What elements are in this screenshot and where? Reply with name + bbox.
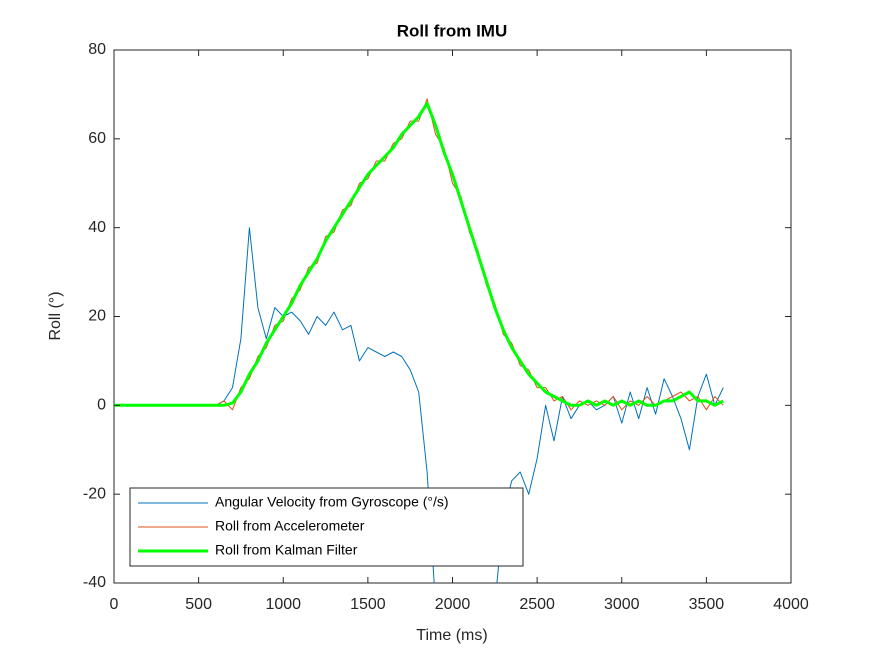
x-tick-label: 1000 [265, 596, 301, 613]
lines [114, 98, 724, 583]
x-tick-label: 2500 [519, 596, 555, 613]
y-tick-label: -20 [83, 485, 106, 502]
chart-title: Roll from IMU [397, 21, 508, 40]
x-tick-label: 500 [185, 596, 212, 613]
y-tick-label: 40 [88, 219, 106, 236]
x-tick-label: 0 [110, 596, 119, 613]
x-tick-label: 3000 [604, 596, 640, 613]
x-tick-label: 1500 [350, 596, 386, 613]
y-axis-label: Roll (°) [47, 291, 64, 340]
y-tick-label: 20 [88, 308, 106, 325]
x-tick-label: 4000 [773, 596, 809, 613]
x-tick-label: 2000 [435, 596, 471, 613]
y-tick-label: -40 [83, 574, 106, 591]
x-tick-label: 3500 [689, 596, 725, 613]
legend-label: Angular Velocity from Gyroscope (°/s) [215, 494, 449, 510]
legend-label: Roll from Kalman Filter [215, 542, 358, 558]
y-tick-label: 60 [88, 130, 106, 147]
legend-label: Roll from Accelerometer [215, 518, 365, 534]
series-line [114, 101, 724, 407]
x-axis-label: Time (ms) [416, 627, 487, 644]
y-tick-label: 80 [88, 41, 106, 58]
y-tick-label: 0 [97, 397, 106, 414]
